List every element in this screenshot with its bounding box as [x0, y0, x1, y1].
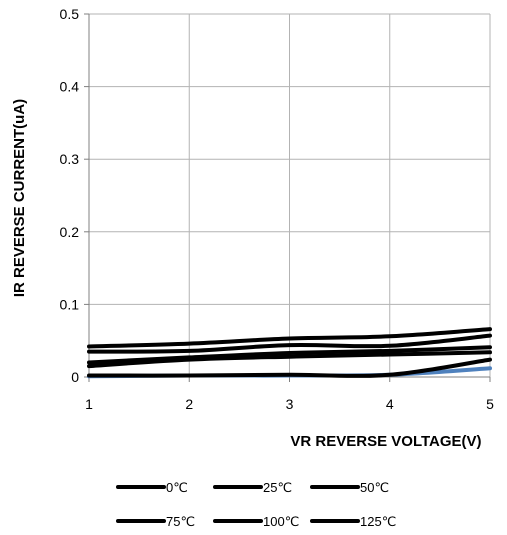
x-tick-label: 5	[486, 396, 494, 412]
y-tick-label: 0	[71, 369, 79, 385]
plot-grid	[84, 13, 491, 382]
legend-label: 0℃	[166, 480, 188, 495]
series-line-3	[87, 345, 492, 365]
y-tick-label: 0.3	[60, 151, 80, 167]
x-tick-label: 1	[85, 396, 93, 412]
legend-label: 50℃	[360, 480, 389, 495]
series-line-4	[87, 333, 492, 354]
tick-labels: 0 0.1 0.2 0.3 0.4 0.5 1 2 3 4 5	[60, 6, 495, 412]
x-axis-title: VR REVERSE VOLTAGE(V)	[290, 433, 481, 450]
y-tick-label: 0.2	[60, 224, 80, 240]
legend-label: 75℃	[166, 514, 195, 529]
legend-label: 100℃	[263, 514, 299, 529]
series-line-2	[87, 350, 492, 369]
x-tick-label: 4	[386, 396, 394, 412]
x-tick-label: 3	[286, 396, 294, 412]
legend-label: 25℃	[263, 480, 292, 495]
y-tick-label: 0.4	[60, 79, 80, 95]
legend: 0℃ 25℃ 50℃ 75℃ 100℃ 125℃	[116, 480, 396, 529]
series-line-5	[87, 327, 492, 349]
x-tick-label: 2	[185, 396, 193, 412]
legend-label: 125℃	[360, 514, 396, 529]
y-tick-label: 0.5	[60, 6, 80, 22]
y-tick-label: 0.1	[60, 296, 80, 312]
y-axis-title: IR REVERSE CURRENT(uA)	[11, 99, 28, 297]
series-line-1	[87, 357, 492, 378]
series-layer	[87, 327, 492, 379]
